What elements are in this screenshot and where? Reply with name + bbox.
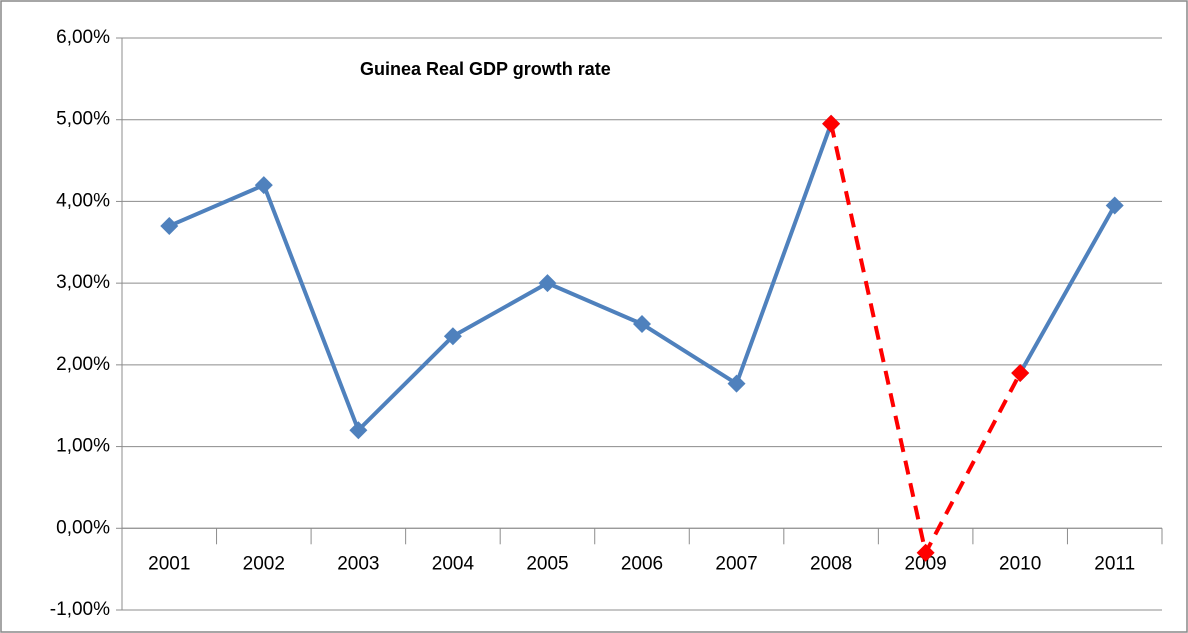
y-tick-label: 4,00% — [56, 190, 110, 211]
x-tick-label: 2007 — [715, 553, 757, 574]
data-point — [254, 176, 273, 195]
x-tick-label: 2003 — [337, 553, 379, 574]
data-point — [916, 543, 935, 562]
data-point — [443, 327, 462, 346]
series-line — [168, 123, 1117, 434]
data-point — [349, 421, 368, 440]
data-point — [822, 114, 841, 133]
data-point — [1105, 196, 1124, 215]
data-point — [538, 274, 557, 293]
y-tick-label: 0,00% — [56, 517, 110, 538]
x-tick-label: 2001 — [148, 553, 190, 574]
y-tick-label: -1,00% — [50, 599, 110, 620]
x-tick-label: 2010 — [999, 553, 1041, 574]
data-point — [160, 216, 179, 235]
x-tick-label: 2002 — [243, 553, 285, 574]
y-tick-label: 5,00% — [56, 109, 110, 130]
data-point — [1011, 364, 1030, 383]
x-tick-label: 2009 — [904, 553, 946, 574]
data-point — [727, 374, 746, 393]
x-tick-label: 2011 — [1094, 553, 1135, 574]
data-point — [633, 315, 651, 333]
chart-title: Guinea Real GDP growth rate — [360, 59, 611, 79]
y-tick-label: 3,00% — [56, 272, 110, 293]
x-tick-label: 2008 — [810, 553, 852, 574]
x-tick-label: 2006 — [621, 553, 663, 574]
x-tick-label: 2004 — [432, 553, 475, 574]
x-tick-label: 2005 — [526, 553, 568, 574]
y-tick-label: 6,00% — [56, 27, 110, 48]
y-tick-label: 2,00% — [56, 354, 110, 375]
y-tick-label: 1,00% — [56, 436, 110, 457]
